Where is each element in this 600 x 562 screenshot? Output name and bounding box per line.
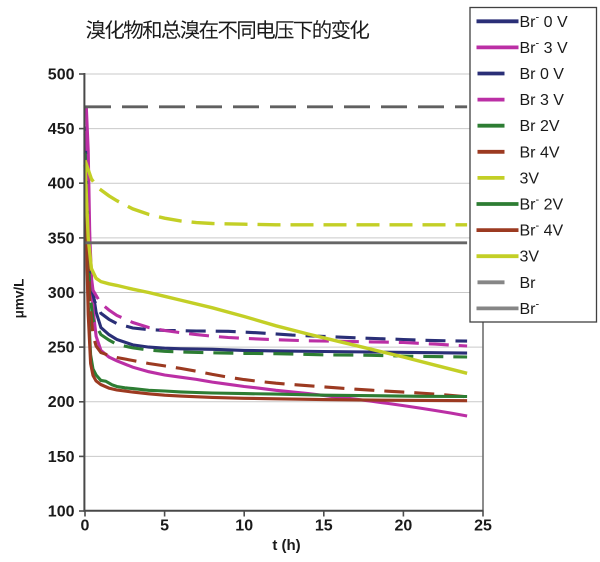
svg-text:0: 0 — [81, 518, 90, 535]
svg-text:t (h): t (h) — [272, 537, 300, 554]
svg-text:Br- 2V: Br- 2V — [520, 194, 564, 214]
svg-text:μmv/L: μmv/L — [12, 279, 27, 319]
svg-text:Br- 4V: Br- 4V — [520, 220, 564, 240]
svg-text:20: 20 — [395, 518, 413, 535]
svg-text:350: 350 — [48, 230, 75, 247]
svg-text:10: 10 — [235, 518, 253, 535]
svg-text:5: 5 — [160, 518, 169, 535]
svg-text:25: 25 — [474, 518, 492, 535]
svg-text:100: 100 — [48, 503, 75, 520]
svg-text:Br 0 V: Br 0 V — [520, 66, 565, 83]
svg-text:150: 150 — [48, 449, 75, 466]
svg-text:Br-: Br- — [520, 298, 540, 318]
svg-text:3V: 3V — [520, 170, 540, 187]
svg-text:Br 2V: Br 2V — [520, 118, 560, 135]
svg-text:15: 15 — [315, 518, 333, 535]
svg-text:Br- 3 V: Br- 3 V — [520, 37, 568, 57]
svg-text:Br 3 V: Br 3 V — [520, 92, 565, 109]
svg-text:250: 250 — [48, 340, 75, 357]
svg-text:500: 500 — [48, 66, 75, 83]
svg-text:Br 4V: Br 4V — [520, 144, 560, 161]
svg-text:300: 300 — [48, 285, 75, 302]
svg-text:Br- 0 V: Br- 0 V — [520, 11, 568, 31]
svg-text:400: 400 — [48, 176, 75, 193]
svg-text:3V: 3V — [520, 249, 540, 266]
svg-text:200: 200 — [48, 394, 75, 411]
svg-text:450: 450 — [48, 121, 75, 138]
svg-text:Br: Br — [520, 275, 537, 292]
